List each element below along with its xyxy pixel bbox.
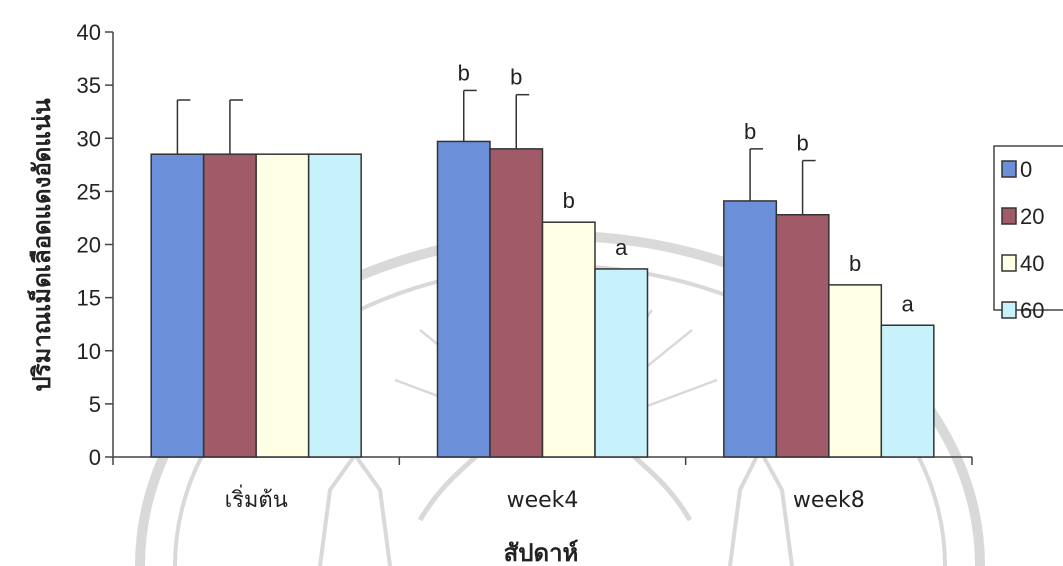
bar-20-2 bbox=[775, 214, 830, 458]
bar-0-1 bbox=[436, 140, 491, 458]
legend-label-40: 40 bbox=[1020, 251, 1044, 276]
bar-0-2 bbox=[723, 200, 778, 458]
bar-40-2 bbox=[828, 284, 883, 458]
x-axis-label: สัปดาห์ bbox=[504, 539, 579, 566]
bar-40-0 bbox=[255, 153, 310, 458]
y-tick-label: 5 bbox=[89, 392, 101, 417]
legend-label-0: 0 bbox=[1020, 157, 1032, 182]
y-tick-label: 30 bbox=[77, 126, 101, 151]
bar-60-0 bbox=[307, 153, 362, 458]
significance-label: b bbox=[744, 119, 756, 144]
x-category-label: week8 bbox=[793, 488, 865, 513]
bar-0-0 bbox=[150, 153, 205, 458]
bar-40-1 bbox=[541, 221, 596, 458]
legend-swatch-20 bbox=[1001, 207, 1017, 225]
y-tick-label: 40 bbox=[77, 20, 101, 45]
significance-label: a bbox=[615, 235, 628, 260]
significance-label: b bbox=[563, 188, 575, 213]
bar-20-0 bbox=[202, 153, 257, 458]
y-tick-label: 20 bbox=[77, 233, 101, 258]
legend-swatch-60 bbox=[1001, 301, 1017, 319]
bar-60-1 bbox=[594, 268, 649, 458]
legend-swatch-0 bbox=[1001, 160, 1017, 178]
y-tick-label: 0 bbox=[89, 445, 101, 470]
y-tick-label: 10 bbox=[77, 339, 101, 364]
bar-20-1 bbox=[489, 148, 544, 458]
bar-60-2 bbox=[880, 324, 935, 458]
y-tick-label: 35 bbox=[77, 73, 101, 98]
y-tick-label: 25 bbox=[77, 179, 101, 204]
legend-swatch-40 bbox=[1001, 254, 1017, 272]
x-category-label: week4 bbox=[507, 488, 579, 513]
x-category-label: เริ่มต้น bbox=[225, 484, 288, 513]
y-tick-label: 15 bbox=[77, 286, 101, 311]
legend-label-20: 20 bbox=[1020, 204, 1044, 229]
legend-label-60: 60 bbox=[1020, 298, 1044, 323]
significance-label: b bbox=[458, 60, 470, 85]
significance-label: b bbox=[796, 131, 808, 156]
significance-label: b bbox=[849, 251, 861, 276]
y-axis-label: ปริมาณเม็ดเลือดแดงอัดแน่น bbox=[27, 98, 56, 392]
significance-label: b bbox=[510, 65, 522, 90]
significance-label: a bbox=[901, 291, 914, 316]
